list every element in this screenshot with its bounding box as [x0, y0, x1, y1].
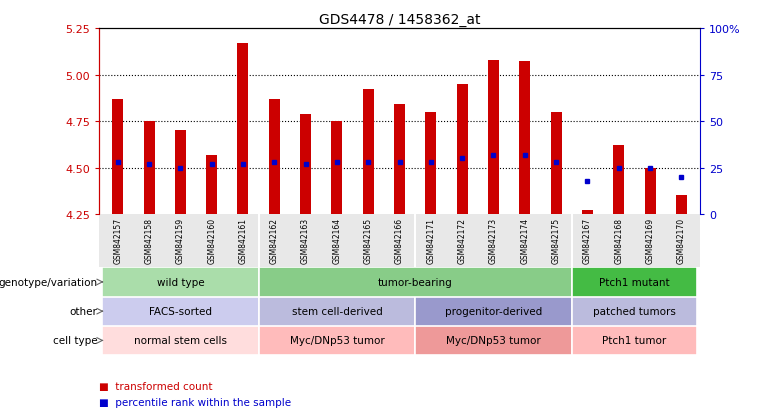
Bar	[363, 90, 374, 215]
Bar	[582, 211, 593, 215]
Text: GSM842164: GSM842164	[333, 217, 342, 263]
Text: Ptch1 mutant: Ptch1 mutant	[599, 277, 670, 287]
Bar	[645, 168, 655, 215]
Text: genotype/variation: genotype/variation	[0, 277, 97, 287]
Bar	[102, 268, 259, 297]
Text: GSM842169: GSM842169	[645, 217, 654, 263]
Bar	[206, 155, 217, 215]
Text: cell type: cell type	[53, 336, 97, 346]
Text: stem cell-derived: stem cell-derived	[291, 306, 382, 316]
Bar	[259, 297, 416, 326]
Text: GSM842159: GSM842159	[176, 217, 185, 263]
Bar	[572, 297, 697, 326]
Text: GSM842162: GSM842162	[270, 217, 279, 263]
Text: GSM842175: GSM842175	[552, 217, 561, 263]
Bar	[551, 112, 562, 215]
Bar	[572, 268, 697, 297]
Bar	[613, 146, 624, 215]
Text: Myc/DNp53 tumor: Myc/DNp53 tumor	[289, 336, 384, 346]
Text: GSM842171: GSM842171	[426, 217, 435, 263]
Text: GSM842173: GSM842173	[489, 217, 498, 263]
Text: tumor-bearing: tumor-bearing	[377, 277, 453, 287]
Bar	[237, 44, 248, 215]
Text: wild type: wild type	[157, 277, 204, 287]
Text: Ptch1 tumor: Ptch1 tumor	[602, 336, 667, 346]
Text: GSM842160: GSM842160	[207, 217, 216, 263]
Bar	[300, 114, 311, 215]
Text: progenitor-derived: progenitor-derived	[445, 306, 542, 316]
Text: Myc/DNp53 tumor: Myc/DNp53 tumor	[446, 336, 541, 346]
Bar	[269, 100, 280, 215]
Bar	[416, 326, 572, 355]
Bar	[102, 297, 259, 326]
Text: GSM842168: GSM842168	[614, 217, 623, 263]
Text: normal stem cells: normal stem cells	[134, 336, 227, 346]
Text: GSM842166: GSM842166	[395, 217, 404, 263]
Text: other: other	[69, 306, 97, 316]
Bar	[519, 62, 530, 215]
Text: GSM842172: GSM842172	[457, 217, 466, 263]
Text: GSM842158: GSM842158	[145, 217, 154, 263]
Bar	[102, 326, 259, 355]
Bar	[676, 196, 687, 215]
Bar	[112, 100, 123, 215]
Bar	[175, 131, 186, 215]
Bar	[416, 297, 572, 326]
Text: GSM842167: GSM842167	[583, 217, 592, 263]
Bar	[144, 122, 154, 215]
Text: GSM842170: GSM842170	[677, 217, 686, 263]
Text: ■  percentile rank within the sample: ■ percentile rank within the sample	[99, 397, 291, 407]
Title: GDS4478 / 1458362_at: GDS4478 / 1458362_at	[319, 12, 480, 26]
Bar	[259, 326, 416, 355]
Bar	[332, 122, 342, 215]
Text: GSM842157: GSM842157	[113, 217, 123, 263]
Bar	[488, 60, 499, 215]
Text: GSM842174: GSM842174	[521, 217, 529, 263]
Bar	[259, 268, 572, 297]
Bar	[425, 112, 436, 215]
Text: patched tumors: patched tumors	[593, 306, 676, 316]
Text: ■  transformed count: ■ transformed count	[99, 381, 212, 391]
Bar	[457, 85, 467, 215]
Bar	[394, 105, 405, 215]
Bar	[572, 326, 697, 355]
Text: GSM842163: GSM842163	[301, 217, 310, 263]
Text: GSM842161: GSM842161	[238, 217, 247, 263]
Text: FACS-sorted: FACS-sorted	[149, 306, 212, 316]
Text: GSM842165: GSM842165	[364, 217, 373, 263]
